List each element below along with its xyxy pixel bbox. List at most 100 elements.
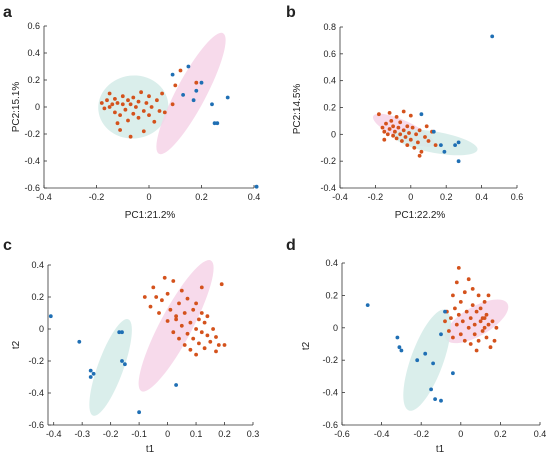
panel-b-data-point: [490, 34, 495, 39]
panel-a-data-point: [126, 118, 130, 123]
panel-c-x-tick-label: -0.3: [74, 429, 90, 439]
panel-d-x-tick-label: 0.4: [534, 429, 547, 439]
panel-b-confidence-ellipses: [372, 113, 478, 156]
panel-c-data-point: [174, 383, 179, 387]
panel-a-x-tick-label: -0.4: [36, 192, 52, 202]
panel-a-y-tick-label: -0.4: [24, 156, 40, 166]
panel-d-data-point: [482, 325, 487, 330]
panel-a-data-point: [105, 98, 109, 103]
panel-b-x-tick-label: 0.2: [440, 192, 453, 202]
panel-c-data-point: [157, 311, 161, 315]
panel-a-data-point: [141, 109, 146, 113]
panel-d-data-point: [472, 332, 477, 337]
panel-d-y-tick-label: 0.4: [325, 258, 338, 268]
panel-d-data-point: [458, 332, 463, 337]
panel-b-axes: -0.4 -0.2 0 0.2 0.4 0.6 -0.4 -0.2 0 0.2 0.4 0.6 0.8: [320, 22, 523, 202]
panel-d-data-point: [470, 287, 475, 291]
panel-c-x-tick-label: -0.2: [103, 429, 119, 439]
panel-b-x-tick-label: -0.4: [332, 192, 348, 202]
panel-a-x-tick-label: 0.2: [195, 192, 208, 202]
panel-c-data-point: [199, 311, 204, 315]
panel-a-data-point: [126, 98, 130, 103]
panel-d-data-point: [449, 316, 453, 320]
panel-c-data-point: [171, 279, 176, 283]
panel-a-data-point: [113, 110, 117, 115]
panel-b-data-point: [417, 128, 422, 133]
panel-a-x-tick-label: 0.4: [248, 192, 261, 202]
panel-d-data-point: [433, 397, 437, 401]
panel-d-data-point: [460, 319, 465, 324]
panel-b-data-point: [407, 131, 411, 135]
panel-c-data-point: [177, 301, 181, 306]
panel-b-data-point: [389, 119, 394, 123]
panel-d-data-point: [468, 342, 473, 346]
panel-a-data-point: [152, 119, 157, 124]
panel-b-data-point: [431, 129, 436, 134]
panel-c-data-point: [88, 368, 93, 373]
panel-d-data-point: [476, 338, 481, 343]
panel-d-data-point: [415, 358, 420, 363]
panel-b-y-axis-label: PC2:14.5%: [292, 84, 303, 135]
panel-c-data-point: [191, 307, 196, 312]
panel-a-data-point: [110, 102, 115, 107]
panel-d-pls-scatter: d t1 t2 -0.6 -0.4 -0.2 0 0.2 0.4 -0.6 -0.4 -0.2 0…: [286, 237, 546, 455]
panel-c-x-tick-label: 0.2: [218, 429, 231, 439]
panel-a-data-point: [147, 94, 151, 99]
panel-c-series-group-b: [48, 314, 179, 415]
panel-b-data-point: [414, 132, 418, 137]
panel-d-y-tick-label: -0.4: [322, 388, 338, 398]
panel-d-data-point: [397, 345, 402, 350]
panel-a-data-point: [107, 105, 112, 109]
panel-b-x-tick-label: -0.2: [368, 192, 384, 202]
panel-d-data-point: [456, 312, 461, 317]
panel-a-data-point: [149, 105, 154, 109]
panel-c-data-point: [188, 347, 193, 352]
panel-c-data-point: [174, 317, 179, 322]
panel-a-label: a: [3, 4, 12, 21]
panel-b-data-point: [419, 149, 424, 154]
panel-c-y-tick-label: 0.2: [31, 292, 44, 302]
panel-b-label: b: [286, 4, 296, 21]
panel-a-data-point: [210, 102, 214, 107]
panel-d-data-point: [484, 312, 489, 317]
panel-d-y-tick-label: 0: [333, 323, 338, 333]
panel-d-data-point: [482, 316, 487, 320]
panel-d-data-point: [451, 371, 455, 376]
panel-d-data-point: [456, 266, 461, 270]
panel-c-data-point: [160, 298, 164, 303]
panel-c-data-point: [205, 333, 210, 338]
panel-c-x-tick-label: 0.1: [190, 429, 203, 439]
panel-c-data-point: [165, 291, 170, 296]
panel-a-y-axis-label: PC2:15.1%: [11, 82, 22, 133]
panel-d-y-axis-label: t2: [301, 341, 312, 350]
panel-d-data-point: [470, 303, 475, 307]
panel-d-confidence-ellipses: [403, 299, 509, 411]
panel-c-axes: -0.4 -0.3 -0.2 -0.1 0 0.1 0.2 0.3-0.6-0.4-0.200…: [28, 260, 259, 439]
panel-b-data-point: [410, 125, 415, 130]
panel-a-data-point: [199, 80, 204, 85]
panel-a-data-point: [147, 113, 151, 117]
panel-a-data-point: [170, 72, 175, 77]
panel-a-data-point: [118, 128, 122, 132]
panel-a-data-point: [155, 98, 159, 103]
panel-b-x-axis-label: PC1:22.2%: [395, 210, 446, 221]
panel-a-data-point: [157, 109, 162, 113]
panel-c-data-point: [202, 346, 207, 351]
panel-c-data-point: [151, 285, 156, 290]
panel-b-data-point: [433, 143, 438, 148]
panel-c-data-point: [91, 371, 96, 376]
panel-d-data-point: [453, 306, 457, 311]
panel-c-data-point: [199, 330, 204, 335]
panel-b-data-point: [442, 149, 447, 154]
panel-a-data-point: [107, 91, 112, 96]
panel-a-data-point: [120, 94, 125, 99]
panel-b-y-tick-label: 0.2: [323, 103, 336, 113]
panel-c-x-tick-label: -0.4: [46, 429, 62, 439]
panel-d-x-tick-label: -0.2: [413, 429, 429, 439]
panel-b-data-point: [391, 124, 395, 129]
panel-d-x-tick-label: 0: [458, 429, 463, 439]
panel-a-y-tick-label: 0: [35, 102, 40, 112]
panel-c-x-tick-label: -0.1: [131, 429, 147, 439]
panel-b-x-tick-label: 0.4: [475, 192, 488, 202]
panel-a-data-point: [113, 97, 117, 101]
